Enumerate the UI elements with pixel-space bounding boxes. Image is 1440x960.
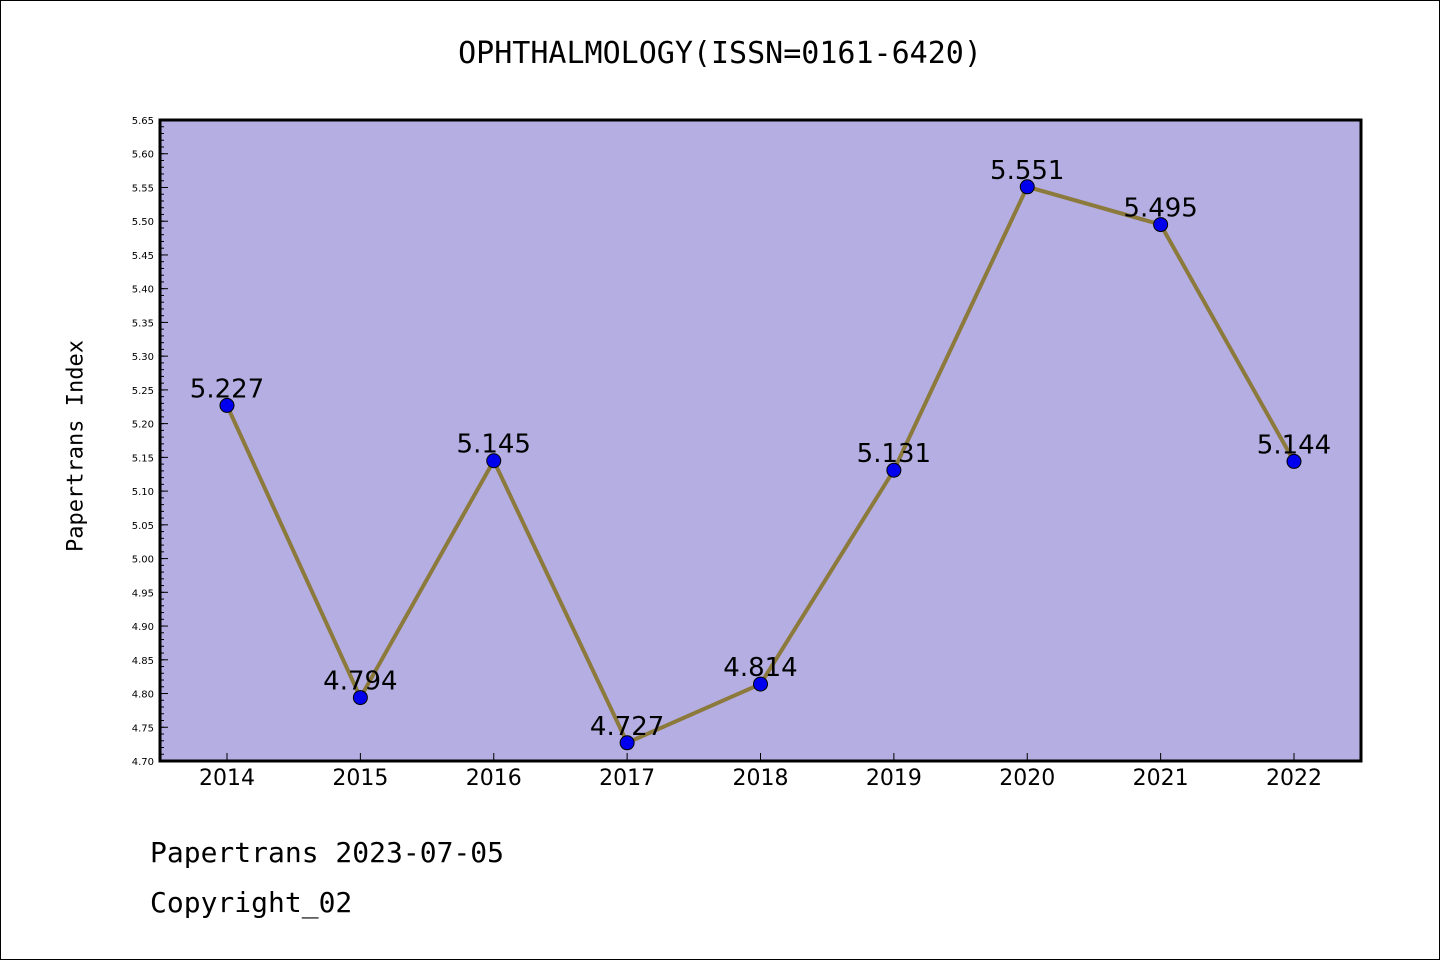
- data-labels: 5.227 4.794 5.145 4.727 4.814 5.131 5.551 5.495…: [190, 156, 1331, 742]
- data-point: [219, 397, 235, 413]
- y-tick-label: 5.15: [132, 453, 154, 464]
- data-label: 5.144: [1257, 430, 1331, 460]
- data-label: 5.495: [1123, 194, 1197, 224]
- data-label: 4.814: [723, 653, 797, 683]
- y-tick-label: 4.80: [132, 690, 154, 701]
- x-tick-label: 2019: [866, 766, 922, 791]
- data-point: [886, 462, 902, 478]
- y-tick-label: 5.40: [132, 285, 154, 296]
- data-point: [753, 676, 768, 692]
- data-label: 5.145: [457, 430, 531, 460]
- x-tick-label: 2020: [999, 766, 1055, 791]
- y-tick-label: 5.00: [132, 555, 154, 566]
- y-tick-label: 5.50: [132, 217, 154, 228]
- data-label: 5.551: [990, 156, 1064, 186]
- data-label: 4.727: [590, 712, 664, 742]
- y-tick-label: 5.05: [132, 521, 154, 532]
- y-tick-label: 5.55: [132, 183, 154, 194]
- y-tick-label: 4.95: [132, 588, 154, 599]
- footer-copyright: Copyright_02: [150, 886, 353, 919]
- data-label: 5.227: [190, 374, 264, 404]
- data-point: [486, 453, 502, 469]
- data-label: 5.131: [857, 439, 931, 469]
- y-tick-label: 5.10: [132, 487, 154, 498]
- y-tick-label: 4.90: [132, 622, 154, 633]
- plot-border: [158, 118, 1363, 763]
- data-point: [1019, 179, 1035, 195]
- y-tick-label: 5.35: [132, 318, 154, 329]
- data-point: [1286, 453, 1302, 469]
- chart-title: OPHTHALMOLOGY(ISSN=0161-6420): [458, 36, 982, 71]
- y-tick-label: 4.75: [132, 723, 154, 734]
- data-point: [1153, 217, 1169, 233]
- x-tick-label: 2022: [1266, 766, 1322, 791]
- y-tick-label: 5.30: [132, 352, 154, 363]
- y-tick-label: 5.20: [132, 420, 154, 431]
- x-tick-label: 2015: [332, 766, 388, 791]
- y-tick-label: 4.85: [132, 656, 154, 667]
- x-tick-label: 2014: [199, 766, 255, 791]
- data-points: [219, 179, 1302, 751]
- data-point: [619, 735, 635, 751]
- y-tick-label: 5.45: [132, 251, 154, 262]
- y-tick-label: 5.65: [132, 116, 154, 127]
- data-point: [352, 690, 368, 706]
- x-axis-ticks: 2014 2015 2016 2017 2018 2019 2020 2021 2022: [199, 753, 1322, 791]
- x-tick-label: 2016: [466, 766, 522, 791]
- x-tick-label: 2021: [1133, 766, 1189, 791]
- data-label: 4.794: [323, 667, 397, 697]
- y-tick-label: 5.25: [132, 386, 154, 397]
- x-tick-label: 2017: [599, 766, 655, 791]
- y-tick-label: 5.60: [132, 150, 154, 161]
- footer-date: Papertrans 2023-07-05: [150, 836, 505, 869]
- x-tick-label: 2018: [733, 766, 789, 791]
- y-tick-label: 4.70: [132, 757, 154, 768]
